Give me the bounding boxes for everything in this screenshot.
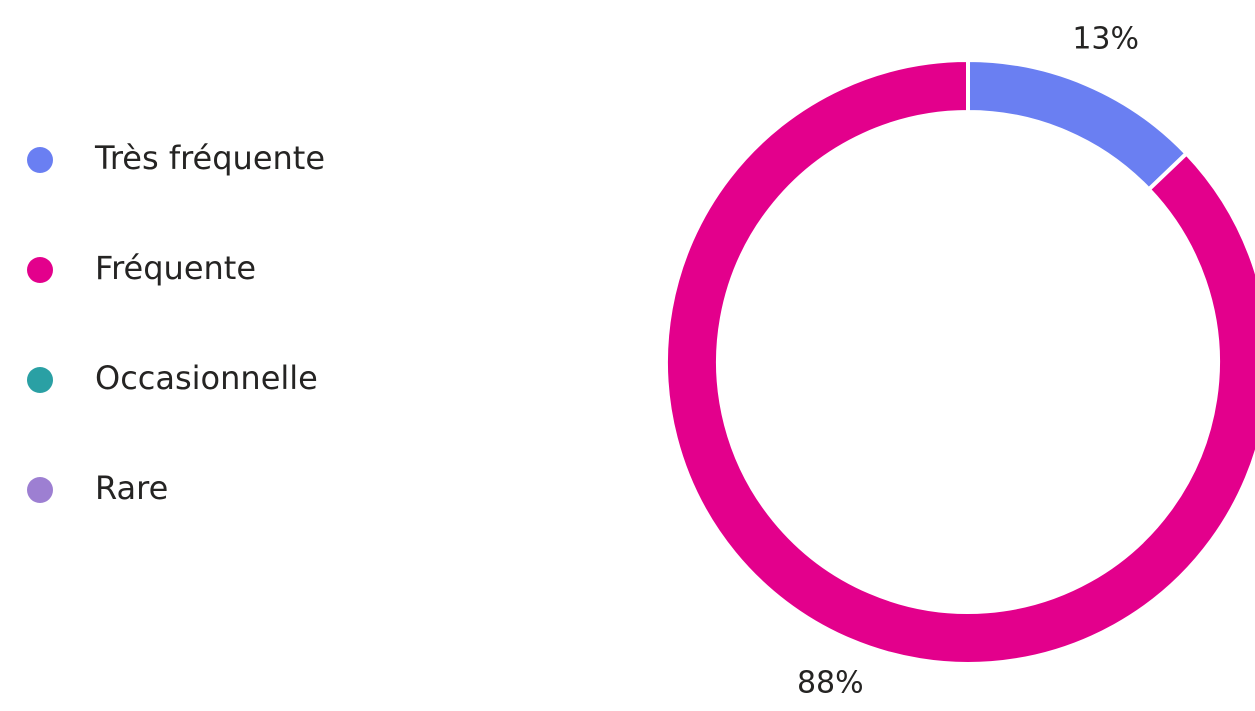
legend-marker [27,367,53,393]
legend-marker [27,477,53,503]
legend-marker [27,147,53,173]
legend-label: Fréquente [95,249,256,287]
legend-marker [27,257,53,283]
donut-segment [664,57,1255,666]
data-label: 13% [1072,22,1139,57]
data-label: 88% [797,665,864,700]
donut-segment [966,57,1190,193]
legend-label: Occasionnelle [95,359,318,397]
legend-label: Très fréquente [94,139,325,177]
legend-label: Rare [95,469,168,507]
